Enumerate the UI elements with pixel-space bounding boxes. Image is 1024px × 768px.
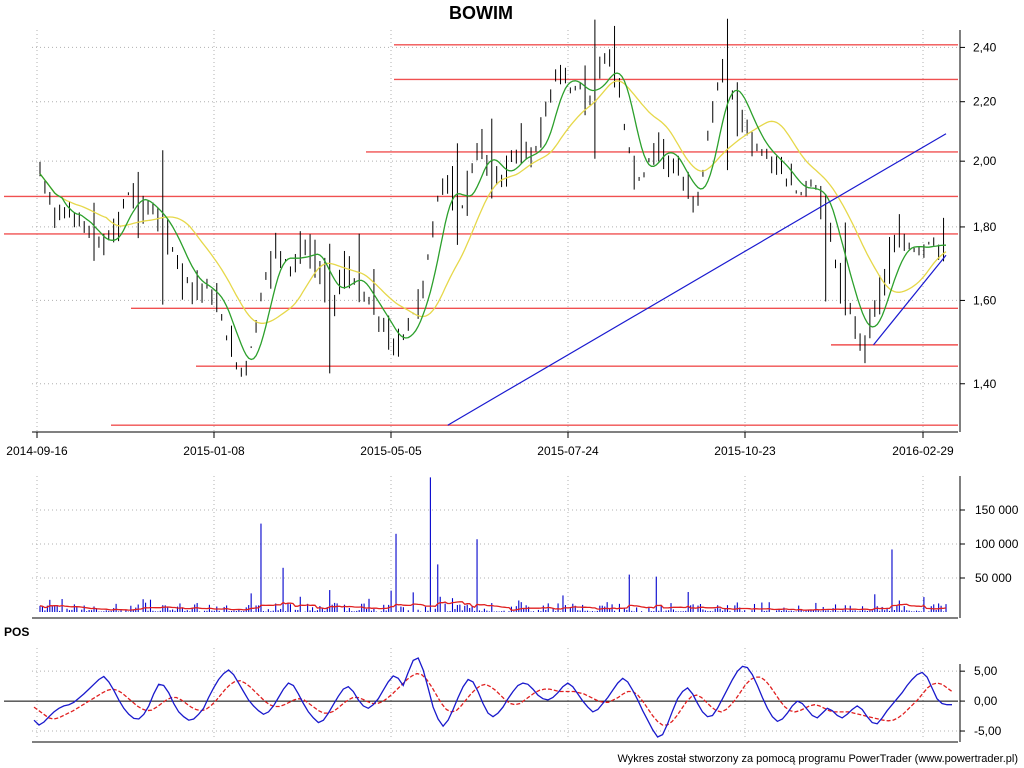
date-tick-label: 2015-05-05 xyxy=(360,444,422,458)
vol-tick-label: 50 000 xyxy=(975,571,1012,585)
price-tick-label: 1,40 xyxy=(973,377,997,391)
trendline xyxy=(447,133,947,426)
pos-tick-label: -5,00 xyxy=(974,724,1002,738)
price-panel: 2,40 2,20 2,00 1,80 1,60 1,40 2014-09-16 2015-… xyxy=(4,18,997,458)
date-tick-label: 2015-10-23 xyxy=(714,444,776,458)
trendlines xyxy=(447,133,947,426)
ma-short-line xyxy=(39,72,946,361)
date-x-axis: 2014-09-16 2015-01-08 2015-05-05 2015-07-24… xyxy=(6,431,958,458)
date-tick-label: 2015-01-08 xyxy=(183,444,245,458)
price-tick-label: 2,00 xyxy=(973,154,997,168)
date-tick-label: 2016-02-29 xyxy=(892,444,954,458)
pos-lines xyxy=(33,657,953,738)
price-y-axis: 2,40 2,20 2,00 1,80 1,60 1,40 xyxy=(959,30,997,432)
moving-averages xyxy=(39,72,947,361)
pos-panel-label: POS xyxy=(4,625,29,639)
trendline xyxy=(873,254,947,346)
pos-signal-line xyxy=(33,672,953,726)
vol-tick-label: 100 000 xyxy=(975,537,1019,551)
pos-panel: POS 5,00 0,00 -5,00 xyxy=(4,625,1002,743)
date-tick-label: 2015-07-24 xyxy=(537,444,599,458)
price-grid xyxy=(32,30,958,432)
chart-title: BOWIM xyxy=(449,3,513,23)
vol-tick-label: 150 000 xyxy=(975,503,1019,517)
price-tick-label: 1,60 xyxy=(973,293,997,307)
pos-main-line xyxy=(33,657,952,738)
volume-grid xyxy=(32,476,958,612)
support-resistance-levels xyxy=(4,44,958,426)
pos-grid xyxy=(4,648,958,740)
date-tick-label: 2014-09-16 xyxy=(6,444,68,458)
footer-credit: Wykres został stworzony za pomocą progra… xyxy=(617,753,1018,765)
price-tick-label: 2,20 xyxy=(973,95,997,109)
pos-tick-label: 0,00 xyxy=(974,694,998,708)
volume-panel: 150 000 100 000 50 000 xyxy=(32,476,1019,619)
volume-average xyxy=(39,601,947,611)
price-bars xyxy=(39,18,945,377)
pos-tick-label: 5,00 xyxy=(974,664,998,678)
volume-average-line xyxy=(39,601,947,611)
ma-long-line xyxy=(39,80,947,324)
price-tick-label: 1,80 xyxy=(973,220,997,234)
price-tick-label: 2,40 xyxy=(973,40,997,54)
volume-y-axis: 150 000 100 000 50 000 xyxy=(32,476,1019,619)
pos-y-axis: 5,00 0,00 -5,00 xyxy=(32,664,1002,743)
